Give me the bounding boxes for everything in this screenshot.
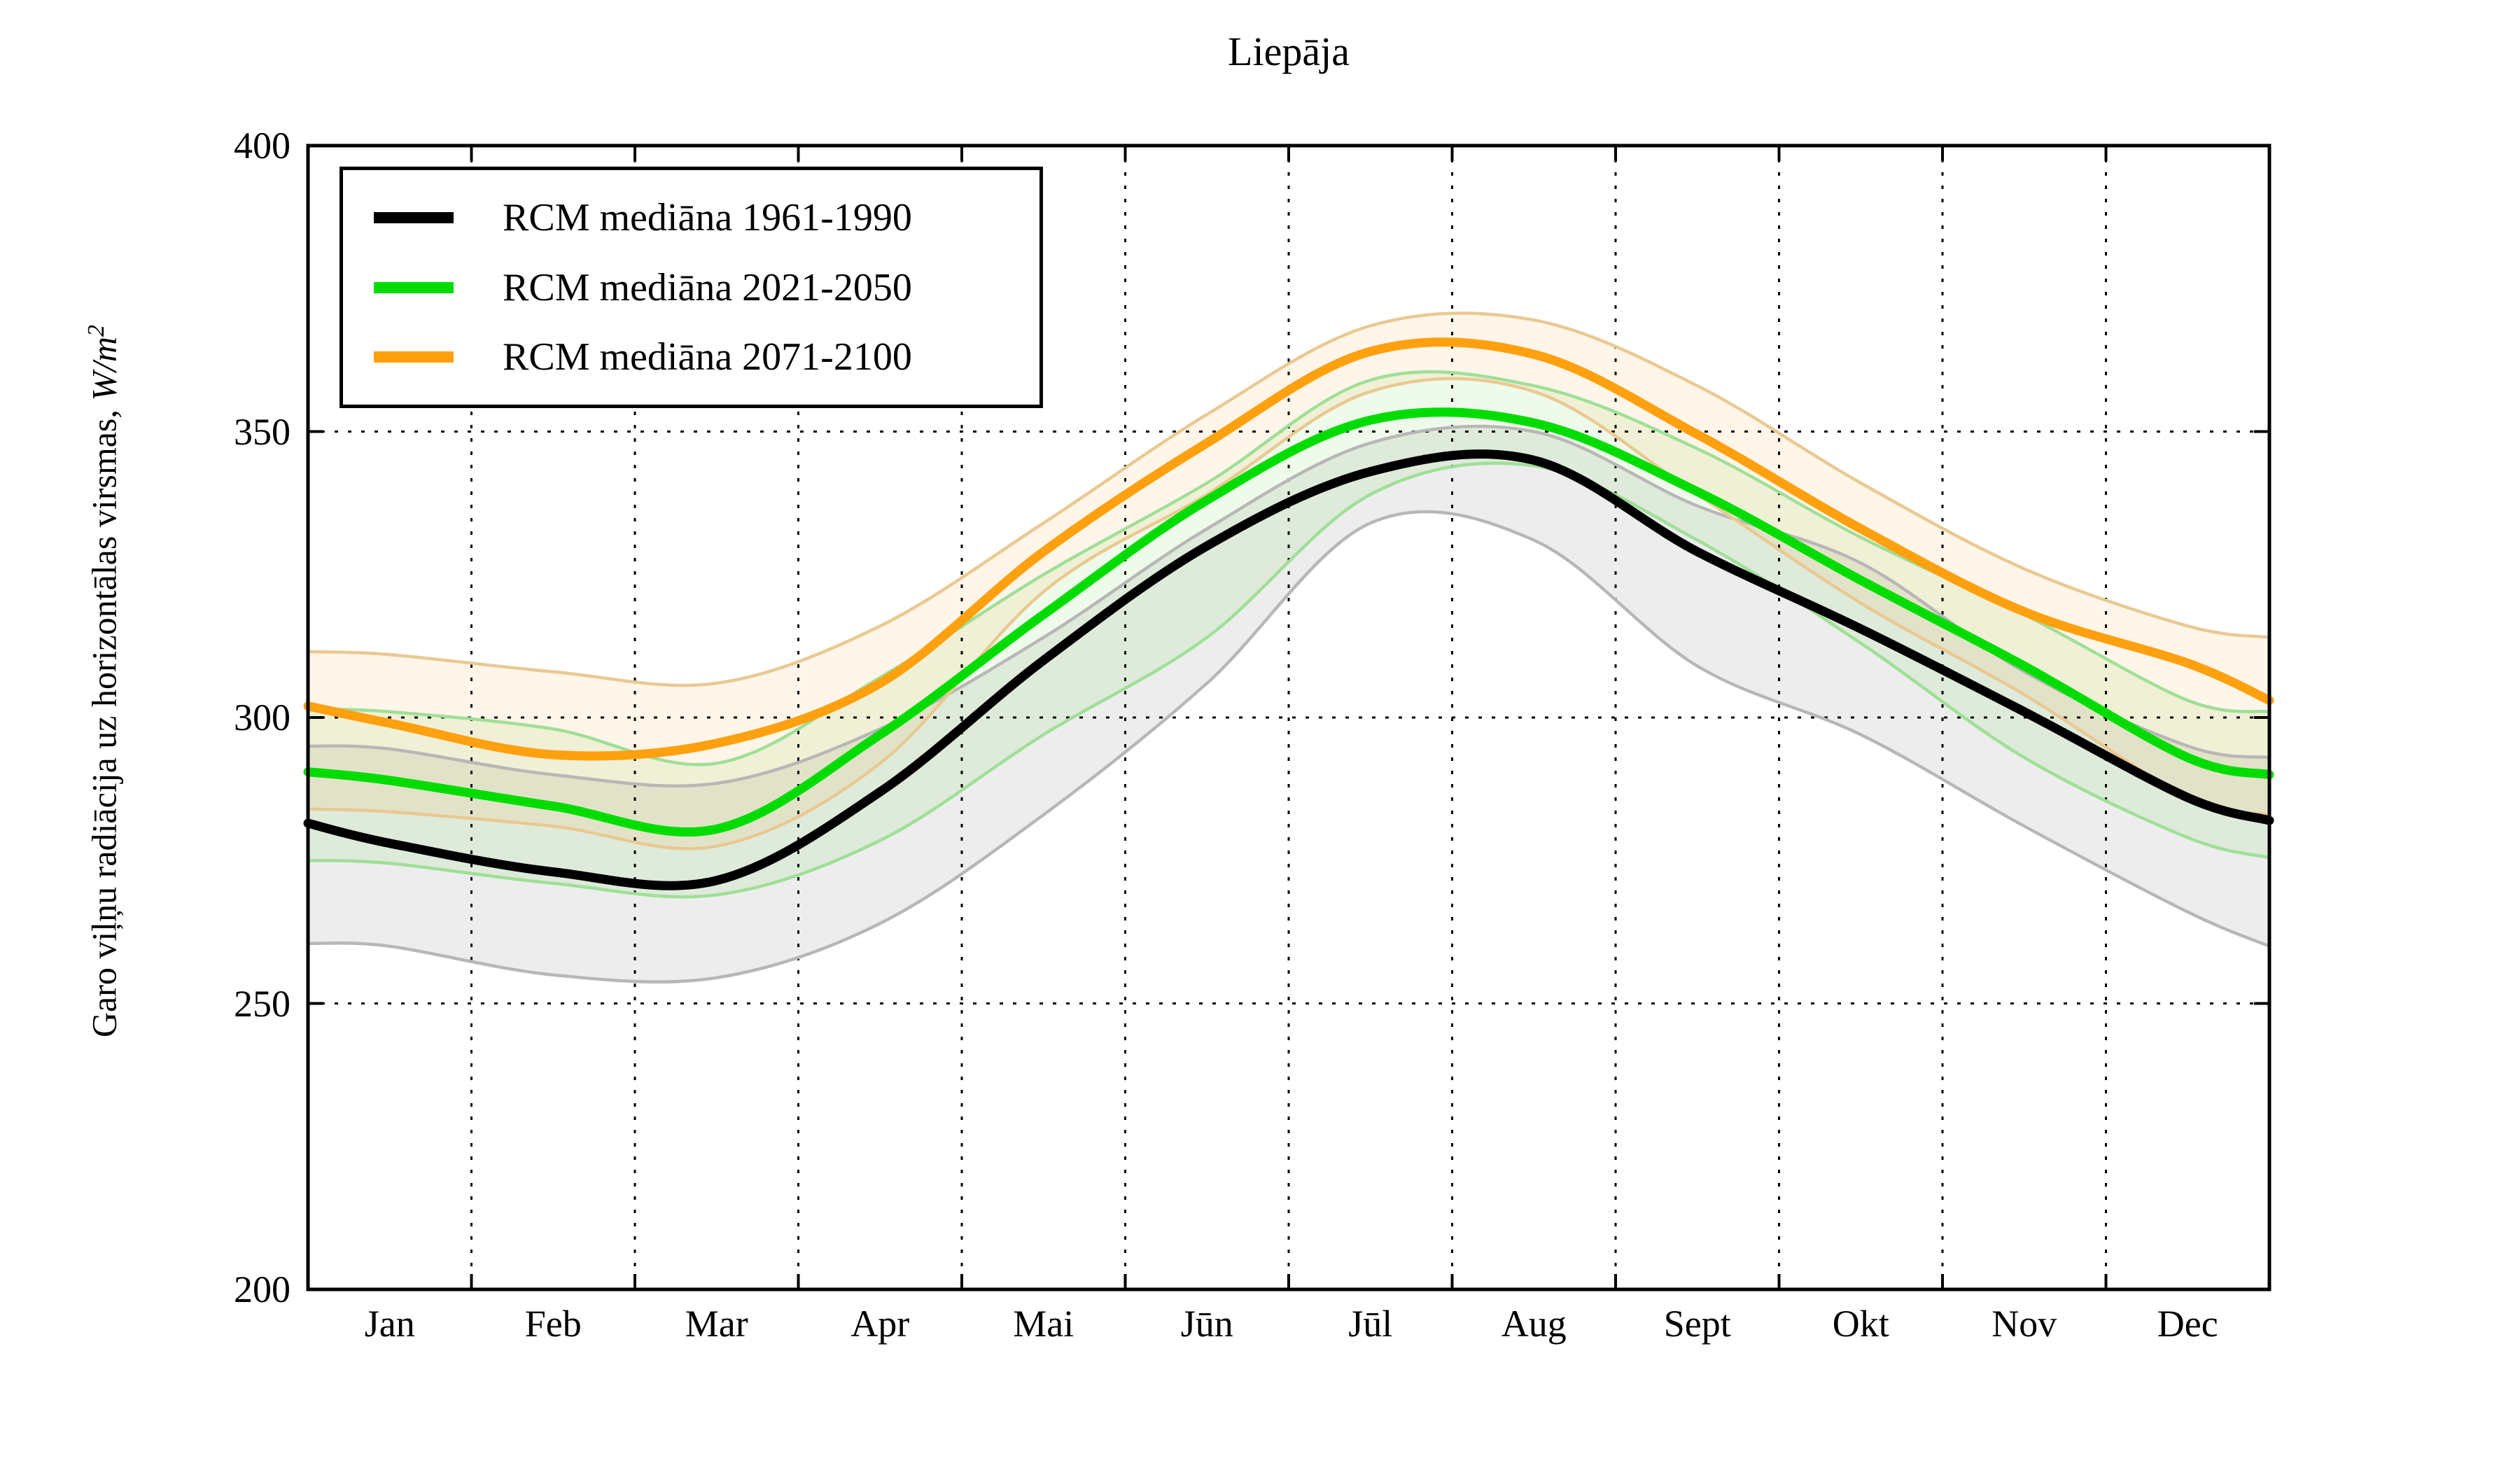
legend-swatch-green: [374, 281, 454, 293]
series-line-2: [303, 337, 2274, 761]
legend-label-2021-2050: RCM mediāna 2021-2050: [503, 265, 912, 309]
x-tick-label-mar: Mar: [685, 1303, 748, 1345]
band-edge-1-lower: [307, 461, 2270, 899]
x-tick-label-jan: Jan: [364, 1303, 415, 1345]
legend-swatch-black: [374, 211, 454, 223]
legend-label-1961-1990: RCM mediāna 1961-1990: [503, 195, 912, 239]
y-tick-label-250: 250: [234, 982, 290, 1025]
y-tick-label-400: 400: [234, 125, 290, 167]
x-tick-label-apr: Apr: [850, 1303, 910, 1345]
x-tick-label-sept: Sept: [1663, 1303, 1731, 1345]
legend-item-1961-1990: RCM mediāna 1961-1990: [343, 195, 1040, 240]
y-tick-label-350: 350: [234, 410, 290, 453]
x-tick-label-okt: Okt: [1832, 1303, 1889, 1345]
x-tick-label-jun: Jūn: [1180, 1303, 1233, 1345]
band-fill-2: [308, 313, 2269, 849]
band-edge-2-upper: [307, 312, 2270, 687]
y-tick-label-300: 300: [234, 696, 290, 738]
legend-item-2071-2100: RCM mediāna 2071-2100: [343, 335, 1040, 379]
legend-label-2071-2100: RCM mediāna 2071-2100: [503, 335, 912, 379]
band-edge-2-lower: [307, 377, 2270, 850]
series-line-1: [303, 407, 2274, 837]
series-line-0: [303, 449, 2274, 890]
y-axis-label-exponent: 2: [83, 324, 109, 337]
y-axis-label-units: W/m: [84, 336, 124, 401]
legend-swatch-orange: [374, 351, 454, 363]
x-tick-label-mai: Mai: [1013, 1303, 1074, 1345]
x-tick-label-feb: Feb: [524, 1303, 582, 1345]
legend-item-2021-2050: RCM mediāna 2021-2050: [343, 265, 1040, 310]
band-fill-1: [308, 372, 2269, 897]
legend: RCM mediāna 1961-1990 RCM mediāna 2021-2…: [340, 167, 1043, 408]
y-tick-label-200: 200: [234, 1268, 290, 1310]
x-tick-label-dec: Dec: [2157, 1303, 2218, 1345]
chart-title: Liepāja: [1228, 29, 1350, 74]
x-tick-label-jul: Jūl: [1348, 1303, 1393, 1345]
x-tick-label-nov: Nov: [1991, 1303, 2057, 1345]
x-tick-label-aug: Aug: [1501, 1303, 1567, 1345]
band-edge-0-lower: [307, 510, 2270, 984]
